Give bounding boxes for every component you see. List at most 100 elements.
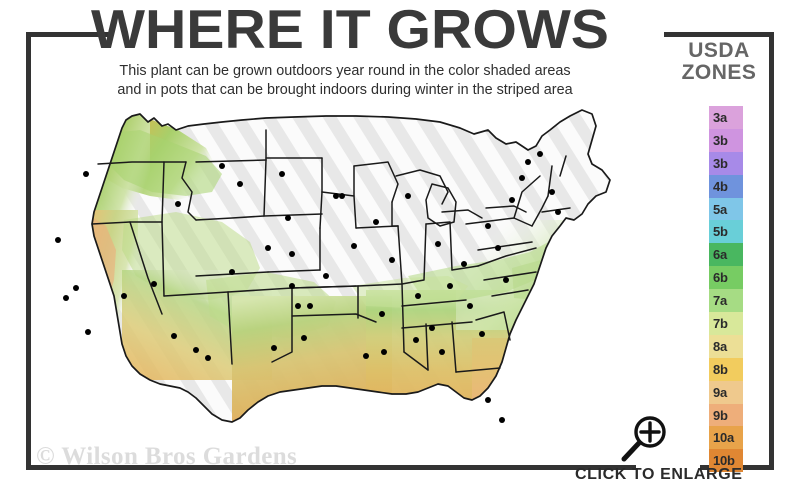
city-dot: [389, 257, 395, 263]
city-dot: [373, 219, 379, 225]
national-outline: [91, 109, 611, 423]
state-line-mi-lower: [425, 183, 457, 227]
legend-swatch-6a-6: 6a: [709, 243, 743, 267]
city-dot: [485, 223, 491, 229]
page-title: WHERE IT GROWS: [91, 0, 609, 60]
city-dot: [363, 353, 369, 359]
city-dot: [519, 175, 525, 181]
state-line-tn-ms-al: [401, 321, 473, 329]
watermark: © Wilson Bros Gardens: [36, 443, 298, 470]
state-line-nv-ut: [161, 221, 165, 297]
legend-swatch-10a-14: 10a: [709, 426, 743, 450]
city-dot: [63, 295, 69, 301]
state-line-pa-md: [477, 241, 533, 251]
city-dot: [429, 325, 435, 331]
legend-swatch-6b-7: 6b: [709, 266, 743, 290]
state-line-nh-me: [559, 155, 567, 177]
city-dot: [229, 269, 235, 275]
state-line-mi-up: [395, 169, 449, 205]
state-line-wa-or: [97, 161, 187, 165]
legend-swatch-8a-10: 8a: [709, 334, 743, 358]
city-dot: [549, 189, 555, 195]
city-dot: [525, 159, 531, 165]
legend-swatch-3a-0: 3a: [709, 106, 743, 129]
state-line-ok-tx: [291, 313, 377, 323]
state-line-mt-wy: [195, 215, 265, 221]
state-line-co-ks: [267, 269, 321, 273]
state-line-ks-ok: [291, 285, 359, 289]
state-line-ar-ms: [401, 283, 405, 353]
city-dot: [237, 181, 243, 187]
state-line-nm-tx: [271, 287, 293, 363]
city-dot: [323, 273, 329, 279]
city-dot: [509, 197, 515, 203]
city-dot: [405, 193, 411, 199]
state-line-al-ga: [451, 321, 457, 373]
city-dot: [479, 331, 485, 337]
magnifier-plus-icon[interactable]: [617, 414, 673, 464]
city-dot: [339, 193, 345, 199]
subtitle-line-2: and in pots that can be brought indoors …: [117, 82, 573, 98]
state-line-ga-sc: [475, 311, 511, 341]
city-dot: [151, 281, 157, 287]
frame-left-segment: [26, 32, 31, 470]
city-dot: [485, 397, 491, 403]
frame-top-left-segment: [26, 32, 111, 37]
state-line-in-oh: [425, 221, 453, 271]
legend-heading-line-1: USDA: [688, 39, 750, 62]
state-line-ut-az: [163, 291, 229, 297]
city-dot: [447, 283, 453, 289]
state-line-la-ms: [403, 351, 429, 371]
state-line-mt-north: [195, 159, 267, 163]
city-dot: [83, 171, 89, 177]
state-line-ny-north: [513, 175, 541, 219]
city-dot: [495, 245, 501, 251]
great-lakes-erie: [441, 209, 483, 219]
state-line-wy-sd: [263, 213, 323, 217]
state-line-il-in: [401, 223, 427, 285]
zone-wash-cascade-green: [102, 130, 222, 196]
city-dot: [175, 201, 181, 207]
state-line-ne-sd: [319, 191, 323, 229]
legend-swatch-5b-5: 5b: [709, 220, 743, 244]
state-line-ms-al: [425, 323, 429, 371]
city-dot: [289, 283, 295, 289]
state-line-mo-ar: [357, 283, 403, 287]
legend-swatch-7a-8: 7a: [709, 289, 743, 313]
state-line-wi-il: [391, 201, 399, 227]
page-subtitle: This plant can be grown outdoors year ro…: [40, 62, 650, 100]
city-dot: [73, 285, 79, 291]
city-dot: [439, 349, 445, 355]
city-dot: [121, 293, 127, 299]
legend-heading-line-2: ZONES: [681, 61, 757, 84]
frame-top-right-segment: [664, 32, 774, 37]
state-line-mo-il: [397, 225, 403, 285]
state-line-vt-nh: [547, 165, 553, 197]
city-dot: [435, 241, 441, 247]
legend-swatch-10b-15: 10b: [709, 449, 743, 473]
legend-swatch-9a-12: 9a: [709, 380, 743, 404]
city-dot: [171, 333, 177, 339]
city-dot: [271, 345, 277, 351]
legend-swatch-4b-3: 4b: [709, 174, 743, 198]
city-dot: [415, 293, 421, 299]
state-line-id-mt: [181, 161, 197, 221]
legend-heading: USDA ZONES: [666, 40, 772, 84]
legend-swatch-3b-1: 3b: [709, 128, 743, 152]
city-dot: [205, 355, 211, 361]
state-line-mn-wi: [353, 161, 399, 203]
state-line-ia-mo: [355, 225, 399, 229]
city-dot: [351, 243, 357, 249]
state-line-ky-tn: [401, 299, 467, 307]
city-dot: [537, 151, 543, 157]
legend-swatch-7b-9: 7b: [709, 312, 743, 335]
click-to-enlarge-label[interactable]: CLICK TO ENLARGE: [575, 466, 743, 483]
city-dot: [301, 335, 307, 341]
city-dot: [379, 311, 385, 317]
city-dot: [265, 245, 271, 251]
city-dot: [55, 237, 61, 243]
city-dot: [285, 215, 291, 221]
map-outlines: [91, 109, 611, 423]
zone-wash-ohio-valley: [352, 276, 468, 308]
map-city-dots: [55, 151, 561, 423]
